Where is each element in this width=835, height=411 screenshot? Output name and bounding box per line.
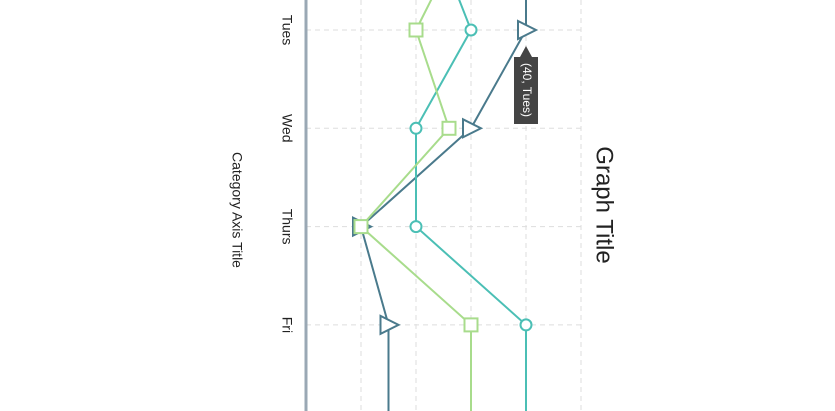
chart-title: Graph Title	[591, 146, 618, 263]
tooltip-box	[514, 46, 538, 124]
series-line	[359, 0, 527, 411]
point-marker	[464, 23, 478, 37]
point-marker	[519, 318, 533, 332]
category-label: Thurs	[279, 209, 295, 245]
category-axis-title: Category Axis Title	[229, 152, 245, 268]
point-marker	[379, 314, 401, 336]
category-label: Tues	[279, 15, 295, 46]
point-marker	[408, 22, 424, 38]
point-marker	[517, 19, 539, 41]
point-marker	[441, 120, 457, 136]
tooltip-text: (40, Tues)	[520, 63, 534, 117]
series-line	[359, 0, 472, 411]
point-marker	[409, 121, 423, 135]
point-marker	[409, 220, 423, 234]
point-marker	[463, 317, 479, 333]
series-line	[415, 0, 527, 411]
point-marker	[353, 219, 369, 235]
category-label: Wed	[279, 114, 295, 143]
point-marker	[462, 117, 484, 139]
category-label: Fri	[279, 317, 295, 333]
